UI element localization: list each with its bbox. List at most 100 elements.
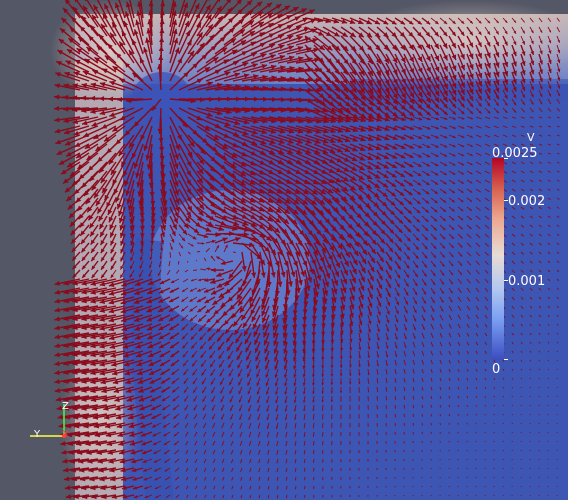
vector-arrowhead bbox=[302, 357, 306, 362]
vector-arrowhead bbox=[217, 337, 222, 342]
vector-arrowhead bbox=[65, 423, 72, 429]
vector-arrowhead bbox=[252, 118, 259, 124]
vector-arrowhead bbox=[218, 26, 224, 32]
vector-arrowhead bbox=[486, 31, 491, 35]
vector-arrowhead bbox=[344, 137, 351, 143]
vector-arrowhead bbox=[358, 381, 361, 385]
vector-arrowhead bbox=[358, 347, 362, 351]
vector-arrowhead bbox=[300, 271, 306, 277]
vector-arrowhead bbox=[227, 7, 233, 14]
vector-arrow bbox=[176, 269, 180, 274]
vector-arrow bbox=[484, 341, 488, 346]
vector-arrowhead bbox=[72, 256, 77, 261]
vector-arrowhead bbox=[460, 217, 464, 221]
vector-arrowhead bbox=[478, 110, 482, 114]
vector-arrowhead bbox=[409, 135, 414, 140]
vector-arrowhead bbox=[102, 187, 107, 194]
vector-arrowhead bbox=[435, 126, 439, 130]
vector-arrowhead bbox=[72, 264, 77, 270]
vector-arrowhead bbox=[132, 477, 137, 481]
vector-arrowhead bbox=[548, 40, 552, 44]
vector-arrow bbox=[547, 350, 550, 353]
vector-arrowhead bbox=[444, 117, 448, 120]
vector-arrowhead bbox=[395, 337, 398, 340]
vector-arrowhead bbox=[340, 313, 345, 319]
vector-arrowhead bbox=[198, 318, 203, 322]
vector-arrowhead bbox=[316, 87, 322, 93]
vector-arrowhead bbox=[183, 11, 189, 18]
vector-arrowhead bbox=[433, 255, 436, 258]
vector-arrowhead bbox=[522, 102, 525, 105]
vector-arrowhead bbox=[139, 405, 145, 411]
vector-arrowhead bbox=[191, 244, 194, 247]
vector-arrowhead bbox=[200, 345, 204, 350]
vector-arrowhead bbox=[460, 226, 463, 230]
vector-arrow bbox=[448, 386, 451, 390]
vector-arrow bbox=[448, 368, 451, 373]
vector-arrow bbox=[240, 494, 243, 499]
vector-arrowhead bbox=[372, 211, 379, 217]
vector-arrow bbox=[385, 395, 388, 401]
vector-arrow bbox=[511, 314, 515, 318]
vector-arrowhead bbox=[133, 495, 138, 499]
vector-arrowhead bbox=[150, 388, 155, 393]
vector-arrowhead bbox=[99, 316, 105, 322]
vector-arrow bbox=[511, 386, 513, 389]
vector-arrowhead bbox=[263, 331, 268, 338]
vector-arrowhead bbox=[273, 340, 278, 346]
vector-arrow bbox=[203, 476, 207, 481]
vector-arrow bbox=[267, 440, 270, 447]
vector-arrowhead bbox=[408, 44, 414, 50]
vector-arrowhead bbox=[367, 338, 371, 342]
vector-arrowhead bbox=[414, 273, 418, 278]
vector-arrowhead bbox=[80, 239, 86, 245]
vector-arrow bbox=[538, 206, 542, 210]
vector-arrowhead bbox=[293, 383, 297, 387]
vector-arrowhead bbox=[170, 344, 175, 349]
vector-arrow bbox=[475, 224, 481, 230]
vector-arrowhead bbox=[355, 232, 361, 238]
vector-arrow bbox=[187, 260, 189, 263]
vector-arrow bbox=[174, 458, 180, 464]
vector-arrow bbox=[538, 152, 543, 155]
vector-arrowhead bbox=[72, 378, 78, 384]
vector-arrowhead bbox=[417, 67, 423, 74]
vector-arrowhead bbox=[144, 495, 148, 499]
vector-arrow bbox=[547, 341, 550, 344]
vector-arrow bbox=[184, 269, 189, 273]
vector-arrowhead bbox=[478, 31, 482, 36]
vector-arrowhead bbox=[367, 355, 371, 359]
vector-arrowhead bbox=[425, 191, 430, 195]
vector-arrowhead bbox=[155, 495, 158, 498]
vector-arrowhead bbox=[539, 77, 543, 83]
vector-arrowhead bbox=[249, 188, 256, 194]
vector-arrowhead bbox=[415, 255, 419, 260]
vector-arrowhead bbox=[99, 343, 105, 349]
vector-arrowhead bbox=[469, 172, 473, 175]
vector-arrowhead bbox=[486, 80, 491, 86]
vector-arrowhead bbox=[63, 94, 69, 100]
vector-arrowhead bbox=[266, 391, 269, 395]
vector-arrowhead bbox=[241, 314, 247, 321]
vector-arrowhead bbox=[434, 190, 438, 194]
vector-arrowhead bbox=[417, 97, 423, 104]
vector-arrowhead bbox=[434, 209, 438, 213]
vector-arrowhead bbox=[459, 263, 463, 266]
vector-arrow bbox=[239, 422, 243, 429]
vector-arrow bbox=[249, 494, 252, 499]
vector-arrow bbox=[556, 359, 558, 362]
vector-arrowhead bbox=[317, 266, 323, 272]
vector-arrowhead bbox=[331, 297, 337, 303]
vector-arrowhead bbox=[461, 163, 464, 166]
vector-arrowhead bbox=[204, 299, 210, 304]
vector-arrowhead bbox=[76, 153, 82, 159]
vector-arrowhead bbox=[442, 218, 446, 222]
vector-arrow bbox=[484, 359, 487, 363]
vector-arrowhead bbox=[311, 199, 317, 205]
vector-arrowhead bbox=[400, 111, 406, 117]
vector-arrowhead bbox=[460, 53, 465, 60]
vector-arrowhead bbox=[118, 217, 124, 224]
vector-arrow bbox=[538, 197, 542, 201]
vector-arrowhead bbox=[258, 197, 265, 203]
